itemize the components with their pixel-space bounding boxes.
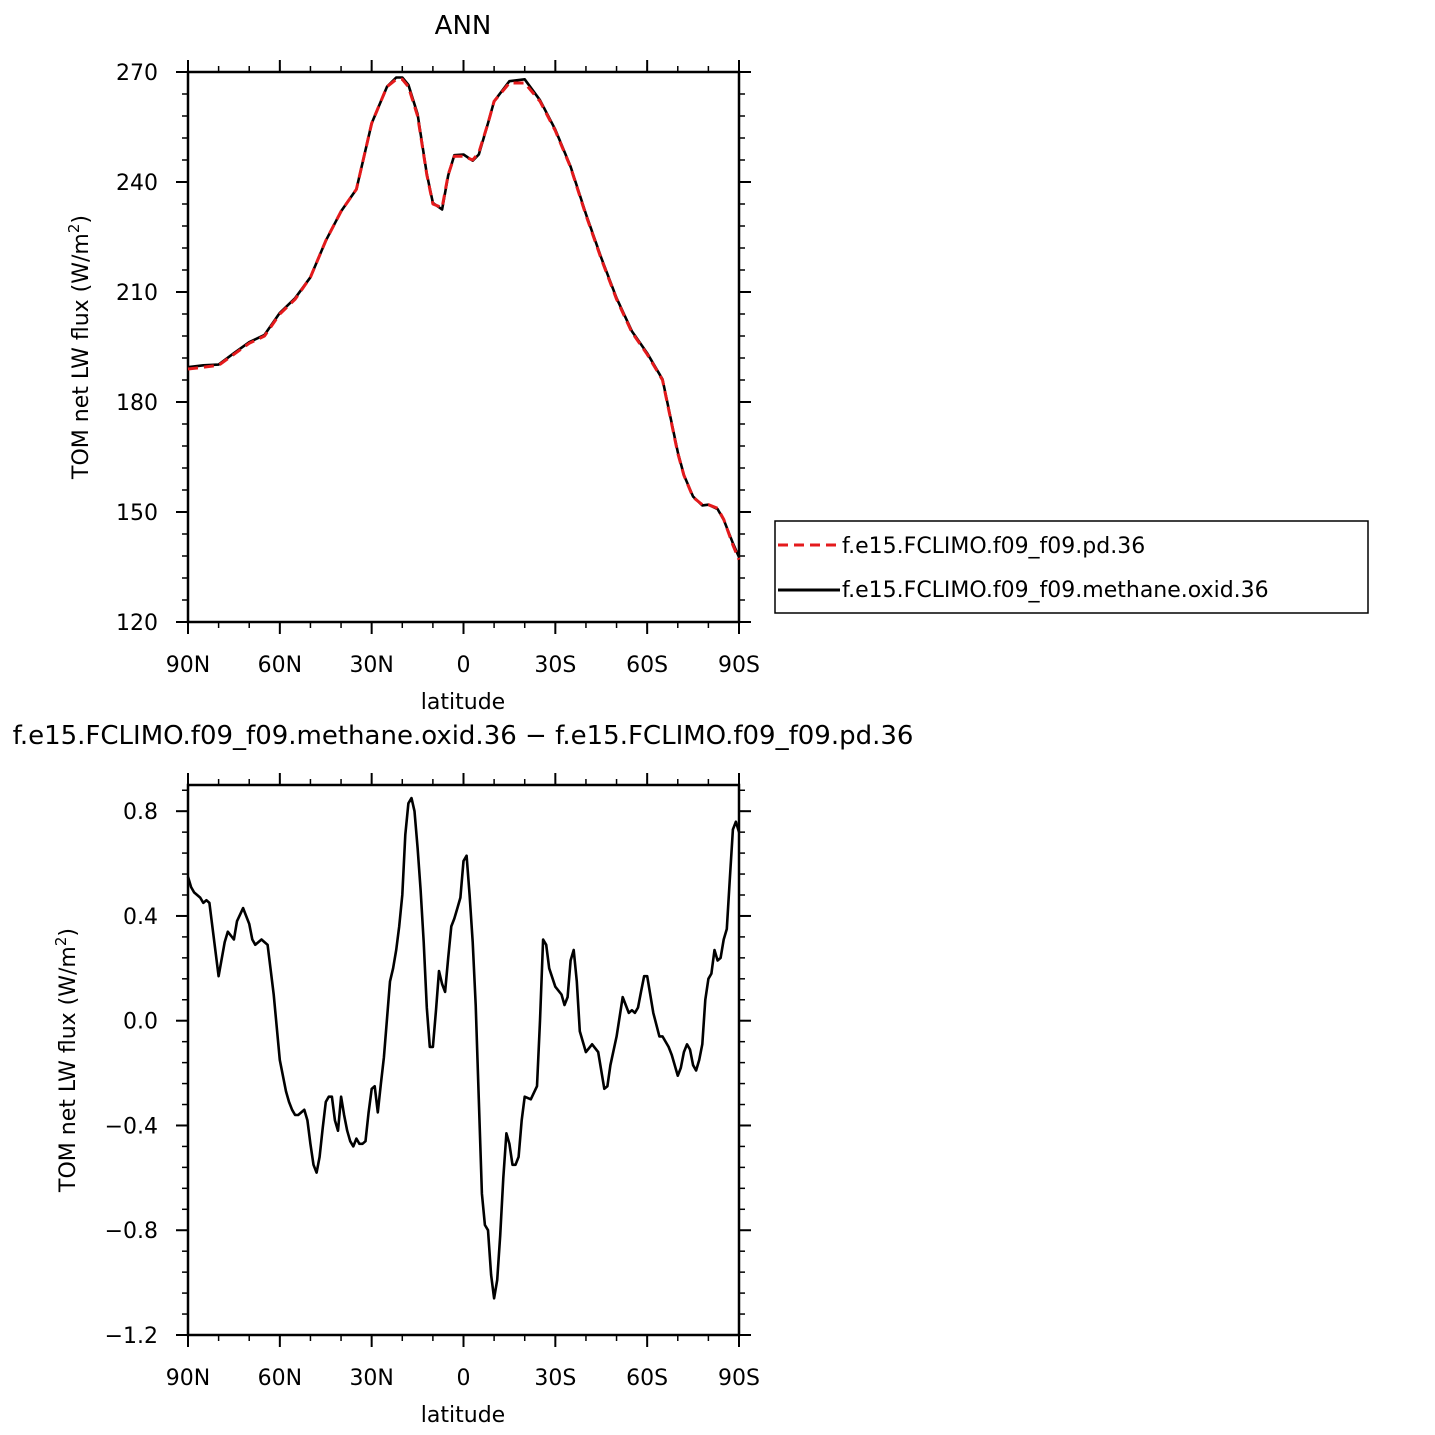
lower-y-tick-label: −1.2 xyxy=(105,1324,158,1349)
upper-y-tick-label: 120 xyxy=(116,611,158,636)
upper-xlabel: latitude xyxy=(421,690,505,715)
lower-y-tick-label: 0.0 xyxy=(123,1010,158,1035)
upper-y-tick-label: 180 xyxy=(116,391,158,416)
upper-y-tick-label: 210 xyxy=(116,281,158,306)
upper-y-tick-label: 240 xyxy=(116,171,158,196)
upper-y-tick-label: 270 xyxy=(116,61,158,86)
lower-panel: f.e15.FCLIMO.f09_f09.methane.oxid.36 − f… xyxy=(13,721,914,1428)
upper-x-tick-label: 30N xyxy=(349,653,393,678)
lower-x-tick-label: 30N xyxy=(349,1366,393,1391)
upper-x-tick-label: 0 xyxy=(457,653,471,678)
lower-y-tick-label: 0.8 xyxy=(123,800,158,825)
lower-xlabel: latitude xyxy=(421,1403,505,1428)
lower-x-tick-label: 90S xyxy=(718,1366,760,1391)
upper-series-line-1 xyxy=(187,76,741,558)
legend-label-pd: f.e15.FCLIMO.f09_f09.pd.36 xyxy=(842,534,1145,559)
lower-title: f.e15.FCLIMO.f09_f09.methane.oxid.36 − f… xyxy=(13,721,914,751)
lower-x-tick-label: 30S xyxy=(534,1366,576,1391)
lower-y-tick-label: −0.8 xyxy=(105,1219,158,1244)
upper-x-tick-label: 30S xyxy=(534,653,576,678)
upper-panel: ANN TOM net LW flux (W/m2) latitude f.e1… xyxy=(65,11,1369,715)
lower-series-line-0 xyxy=(186,796,741,1300)
lower-x-tick-label: 0 xyxy=(457,1366,471,1391)
upper-x-tick-label: 90S xyxy=(718,653,760,678)
lower-y-tick-label: 0.4 xyxy=(123,905,158,930)
upper-ylabel: TOM net LW flux (W/m2) xyxy=(65,215,94,480)
lower-x-tick-label: 60N xyxy=(258,1366,302,1391)
upper-x-tick-label: 60S xyxy=(626,653,668,678)
upper-x-tick-label: 90N xyxy=(166,653,210,678)
upper-series-line-0 xyxy=(187,77,741,561)
legend-box xyxy=(774,520,1369,614)
legend: f.e15.FCLIMO.f09_f09.pd.36 f.e15.FCLIMO.… xyxy=(774,520,1369,614)
lower-x-tick-label: 60S xyxy=(626,1366,668,1391)
legend-label-methane: f.e15.FCLIMO.f09_f09.methane.oxid.36 xyxy=(842,578,1269,603)
upper-title: ANN xyxy=(435,11,492,41)
upper-y-tick-label: 150 xyxy=(116,501,158,526)
lower-y-tick-label: −0.4 xyxy=(105,1114,158,1139)
upper-x-tick-label: 60N xyxy=(258,653,302,678)
lower-ylabel: TOM net LW flux (W/m2) xyxy=(52,928,81,1193)
lower-x-tick-label: 90N xyxy=(166,1366,210,1391)
